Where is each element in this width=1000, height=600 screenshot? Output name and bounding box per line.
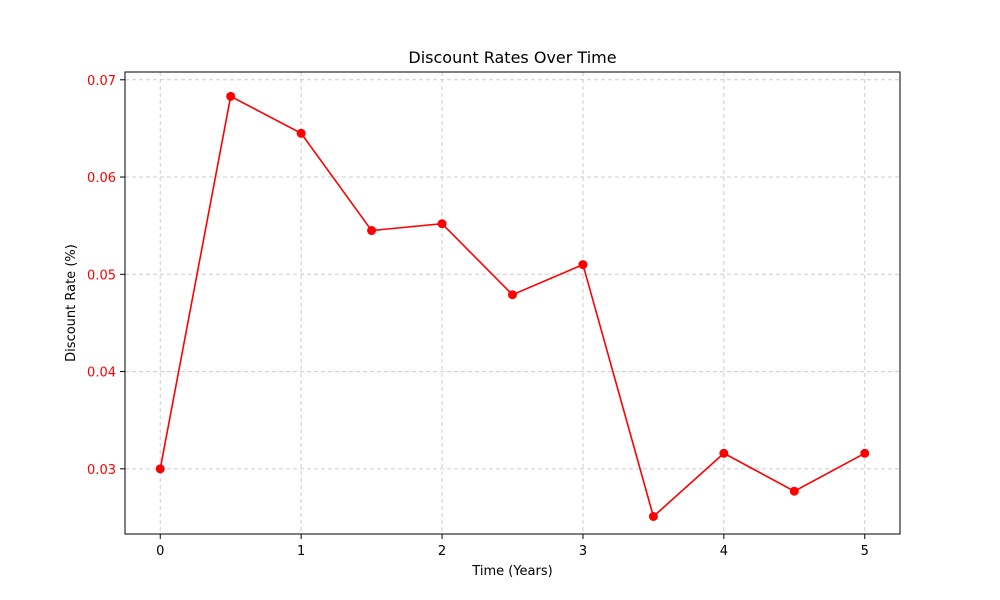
data-point bbox=[719, 448, 729, 458]
x-tick-label: 2 bbox=[438, 544, 446, 559]
y-axis-label: Discount Rate (%) bbox=[64, 244, 79, 362]
tick-layer: 0 1 2 3 4 5 0.03 0.04 0.05 0.06 0.07 bbox=[87, 74, 869, 559]
y-tick-label: 0.03 bbox=[87, 463, 116, 478]
data-point bbox=[296, 128, 306, 138]
y-tick-label: 0.06 bbox=[87, 171, 116, 186]
x-tick-label: 1 bbox=[297, 544, 305, 559]
data-point bbox=[226, 91, 236, 101]
data-point bbox=[508, 290, 517, 300]
x-axis-label: Time (Years) bbox=[471, 564, 552, 579]
y-tick-label: 0.05 bbox=[87, 268, 116, 283]
chart-title: Discount Rates Over Time bbox=[408, 48, 616, 67]
x-tick-label: 4 bbox=[720, 544, 728, 559]
series-line bbox=[159, 95, 866, 518]
data-point bbox=[578, 260, 588, 270]
marker-layer bbox=[155, 91, 870, 521]
series-line-layer bbox=[159, 95, 866, 518]
x-tick-label: 5 bbox=[861, 544, 869, 559]
data-point bbox=[155, 464, 165, 474]
grid-lines bbox=[125, 72, 900, 534]
data-point bbox=[648, 511, 658, 521]
data-point bbox=[789, 486, 799, 496]
y-tick-label: 0.04 bbox=[87, 366, 116, 381]
y-tick-label: 0.07 bbox=[87, 74, 116, 89]
data-point bbox=[437, 219, 447, 229]
data-point bbox=[860, 448, 870, 458]
data-point bbox=[367, 226, 377, 236]
x-tick-label: 0 bbox=[156, 544, 164, 559]
x-tick-label: 3 bbox=[579, 544, 587, 559]
axes-frame bbox=[124, 71, 901, 535]
